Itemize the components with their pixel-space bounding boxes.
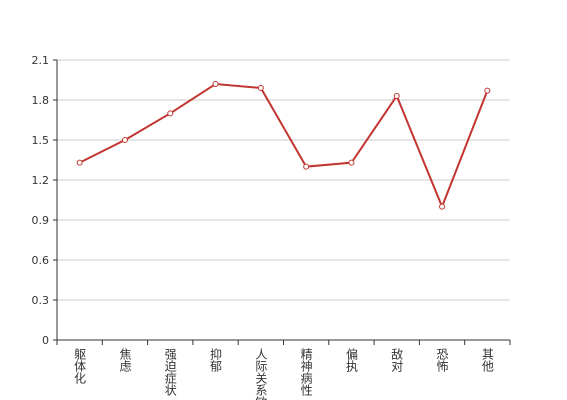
point bbox=[303, 163, 310, 170]
point bbox=[439, 203, 446, 210]
x-tick-label: 抑郁 bbox=[209, 347, 223, 373]
x-tick-label: 偏执 bbox=[344, 347, 358, 373]
y-tick-label: 1.8 bbox=[32, 94, 50, 107]
point bbox=[212, 81, 219, 87]
point bbox=[484, 87, 491, 94]
x-tick-label: 其他 bbox=[480, 348, 494, 372]
y-tick-label: 0.3 bbox=[32, 294, 50, 307]
y-tick-label: 0.6 bbox=[32, 254, 50, 267]
x-tick-label: 恐怖 bbox=[435, 348, 449, 372]
point bbox=[167, 110, 174, 117]
point bbox=[348, 159, 355, 166]
x-tick-label: 敌对 bbox=[390, 347, 404, 372]
x-tick-label: 强迫症状 bbox=[163, 348, 177, 396]
y-tick-label: 2.1 bbox=[32, 54, 50, 67]
point bbox=[257, 85, 264, 91]
line bbox=[79, 82, 489, 210]
x-tick-label: 焦虑 bbox=[118, 348, 132, 372]
point bbox=[393, 93, 400, 99]
x-tick-label: 精神病性 bbox=[299, 348, 313, 397]
x-tick-label: 躯体化 bbox=[73, 347, 87, 385]
y-tick-label: 0.9 bbox=[32, 214, 50, 227]
x-tick-label: 人际关系敏感 bbox=[254, 348, 268, 400]
y-tick-label: 1.2 bbox=[32, 174, 50, 187]
y-tick-label: 0 bbox=[42, 334, 49, 347]
point bbox=[121, 137, 128, 143]
y-tick-label: 1.5 bbox=[32, 134, 50, 147]
point bbox=[76, 159, 83, 166]
